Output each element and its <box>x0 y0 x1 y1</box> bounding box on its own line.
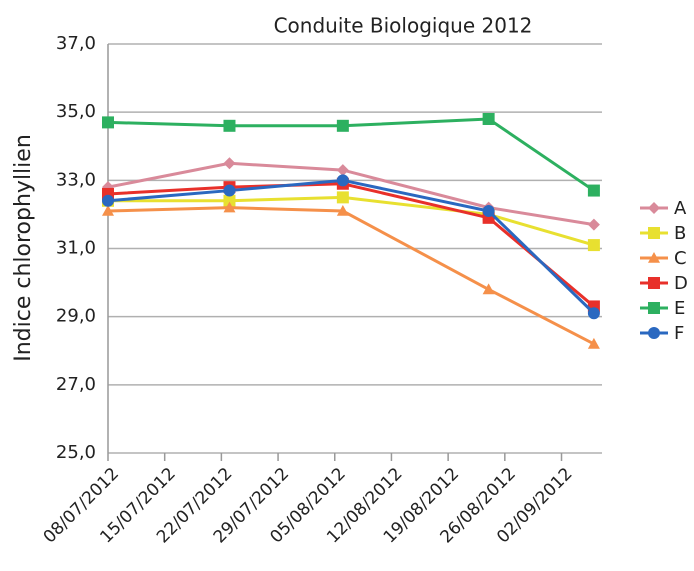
marker <box>587 239 600 252</box>
legend-label: E <box>674 298 685 319</box>
marker <box>223 157 236 170</box>
marker <box>587 184 600 197</box>
marker <box>336 119 349 132</box>
marker <box>587 337 600 349</box>
marker <box>336 205 349 216</box>
y-axis-label: Indice chlorophyllien <box>11 134 36 362</box>
y-tick-label: 35,0 <box>56 101 96 122</box>
marker <box>336 191 349 204</box>
legend-label: C <box>674 248 687 269</box>
marker <box>587 218 600 231</box>
marker <box>482 112 495 125</box>
legend-label: A <box>674 198 687 219</box>
y-tick-label: 27,0 <box>56 374 96 395</box>
series-line <box>108 195 595 247</box>
legend-marker <box>648 252 660 263</box>
y-tick-label: 25,0 <box>56 442 96 463</box>
legend-label: D <box>674 273 688 294</box>
legend-label: B <box>674 223 686 244</box>
marker <box>336 174 349 187</box>
legend-marker <box>648 277 660 289</box>
legend-marker <box>648 227 660 239</box>
marker <box>102 205 114 216</box>
legend-marker <box>648 302 660 314</box>
y-tick-label: 29,0 <box>56 306 96 327</box>
marker <box>587 307 600 320</box>
marker <box>102 194 114 207</box>
marker <box>223 119 236 132</box>
marker <box>482 205 495 218</box>
y-tick-label: 33,0 <box>56 169 96 190</box>
marker <box>336 164 349 177</box>
legend-label: F <box>674 323 684 344</box>
marker <box>223 194 236 207</box>
legend-marker <box>648 327 660 339</box>
marker <box>223 201 236 213</box>
chart-title: Conduite Biologique 2012 <box>274 14 533 38</box>
y-tick-label: 37,0 <box>56 33 96 54</box>
series-line <box>107 206 595 346</box>
marker <box>482 283 495 295</box>
legend-marker <box>648 202 660 214</box>
marker <box>102 116 114 129</box>
y-tick-label: 31,0 <box>56 238 96 259</box>
marker <box>223 184 236 197</box>
